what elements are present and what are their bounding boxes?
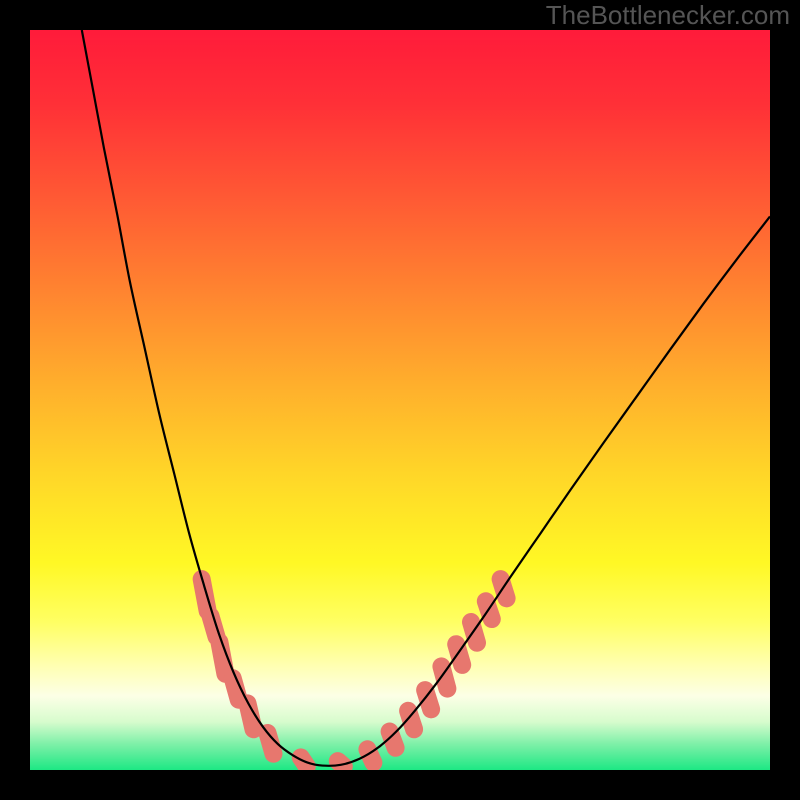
bottleneck-chart: TheBottlenecker.com bbox=[0, 0, 800, 800]
plot-area bbox=[30, 30, 770, 770]
gradient-background bbox=[30, 30, 770, 770]
chart-svg: TheBottlenecker.com bbox=[0, 0, 800, 800]
watermark-text: TheBottlenecker.com bbox=[546, 0, 790, 30]
